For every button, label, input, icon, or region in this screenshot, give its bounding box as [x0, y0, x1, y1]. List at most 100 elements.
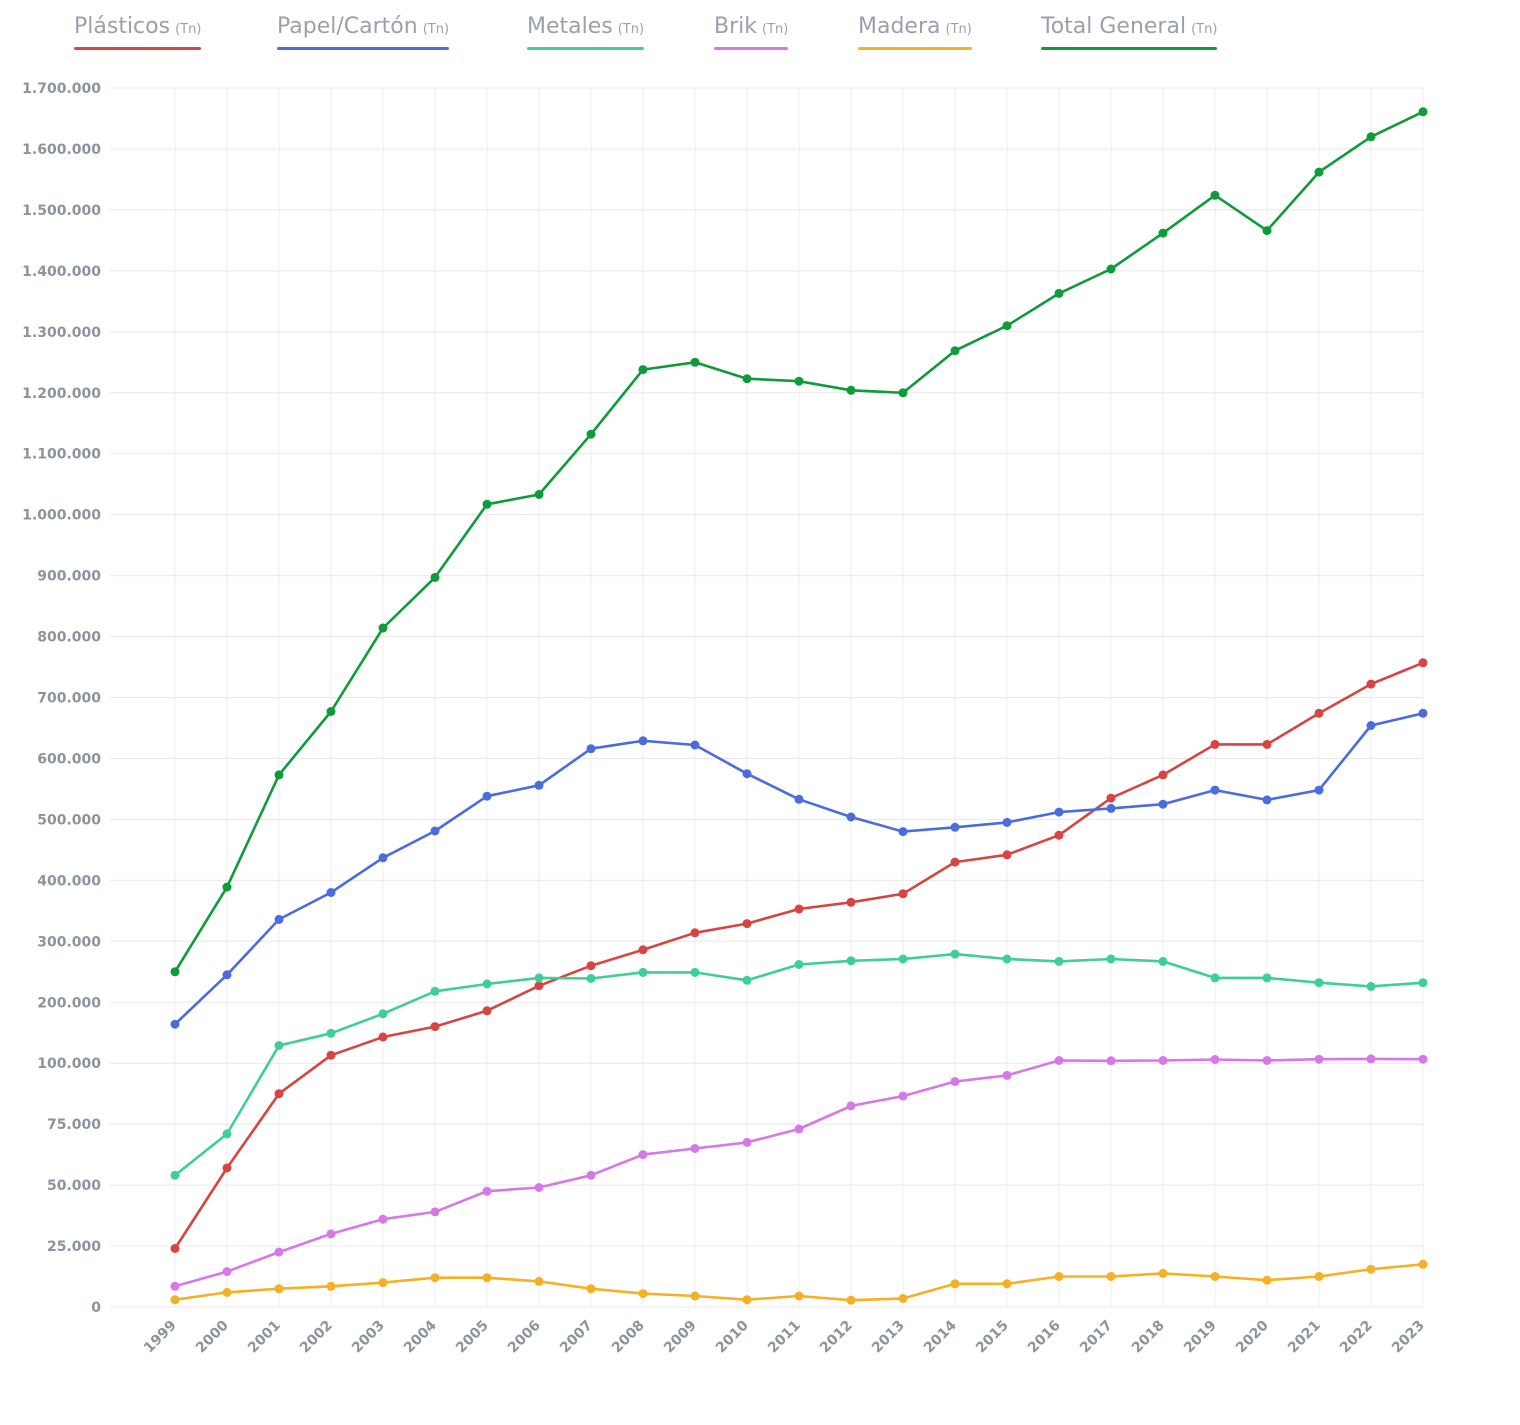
- data-point[interactable]: [950, 1279, 960, 1289]
- data-point[interactable]: [482, 1006, 492, 1016]
- data-point[interactable]: [1314, 1272, 1324, 1281]
- data-point[interactable]: [586, 961, 596, 971]
- data-point[interactable]: [1418, 708, 1428, 718]
- data-point[interactable]: [742, 374, 752, 384]
- legend-item-5[interactable]: Total General (Tn): [1041, 14, 1218, 50]
- data-point[interactable]: [690, 740, 700, 750]
- data-point[interactable]: [1054, 1056, 1064, 1065]
- data-point[interactable]: [534, 780, 544, 790]
- data-point[interactable]: [170, 967, 180, 977]
- data-point[interactable]: [274, 914, 284, 924]
- data-point[interactable]: [1054, 1272, 1064, 1281]
- data-point[interactable]: [482, 1186, 492, 1196]
- data-point[interactable]: [1158, 1056, 1168, 1065]
- data-point[interactable]: [1002, 1279, 1012, 1289]
- data-point[interactable]: [1210, 973, 1220, 983]
- data-point[interactable]: [1366, 721, 1376, 730]
- data-point[interactable]: [690, 967, 700, 977]
- data-point[interactable]: [1418, 1054, 1428, 1064]
- data-point[interactable]: [742, 1295, 752, 1305]
- data-point[interactable]: [170, 1281, 180, 1291]
- data-point[interactable]: [950, 822, 960, 832]
- data-point[interactable]: [430, 572, 440, 582]
- data-point[interactable]: [222, 882, 232, 892]
- data-point[interactable]: [1002, 1070, 1012, 1080]
- data-point[interactable]: [170, 1170, 180, 1180]
- data-point[interactable]: [690, 357, 700, 367]
- data-point[interactable]: [846, 956, 856, 966]
- data-point[interactable]: [326, 888, 336, 897]
- data-point[interactable]: [1106, 264, 1116, 274]
- data-point[interactable]: [1158, 956, 1168, 966]
- data-point[interactable]: [1366, 679, 1376, 689]
- data-point[interactable]: [326, 1028, 336, 1038]
- data-point[interactable]: [742, 975, 752, 985]
- data-point[interactable]: [1314, 167, 1324, 177]
- data-point[interactable]: [846, 385, 856, 395]
- data-point[interactable]: [1418, 658, 1428, 668]
- data-point[interactable]: [638, 1150, 648, 1160]
- data-point[interactable]: [430, 1207, 440, 1217]
- data-point[interactable]: [898, 954, 908, 964]
- data-point[interactable]: [534, 981, 544, 991]
- data-point[interactable]: [1002, 954, 1012, 964]
- data-point[interactable]: [430, 986, 440, 996]
- data-point[interactable]: [1054, 956, 1064, 966]
- data-point[interactable]: [742, 1137, 752, 1147]
- data-point[interactable]: [950, 346, 960, 356]
- data-point[interactable]: [1262, 739, 1272, 749]
- data-point[interactable]: [274, 1041, 284, 1050]
- data-point[interactable]: [222, 970, 232, 980]
- data-point[interactable]: [794, 376, 804, 386]
- data-point[interactable]: [586, 1284, 596, 1294]
- data-point[interactable]: [222, 1267, 232, 1277]
- data-point[interactable]: [274, 1089, 284, 1099]
- data-point[interactable]: [638, 365, 648, 375]
- data-point[interactable]: [1106, 793, 1116, 803]
- data-point[interactable]: [222, 1163, 232, 1173]
- data-point[interactable]: [222, 1287, 232, 1297]
- data-point[interactable]: [482, 791, 492, 801]
- data-point[interactable]: [638, 967, 648, 977]
- data-point[interactable]: [1002, 321, 1012, 331]
- data-point[interactable]: [534, 1276, 544, 1286]
- data-point[interactable]: [794, 904, 804, 914]
- data-point[interactable]: [430, 826, 440, 836]
- data-point[interactable]: [1262, 973, 1272, 983]
- data-point[interactable]: [846, 1295, 856, 1305]
- data-point[interactable]: [1158, 799, 1168, 809]
- data-point[interactable]: [950, 1077, 960, 1086]
- data-point[interactable]: [1366, 981, 1376, 991]
- data-point[interactable]: [690, 928, 700, 938]
- data-point[interactable]: [274, 1247, 284, 1257]
- data-point[interactable]: [950, 949, 960, 959]
- data-point[interactable]: [794, 960, 804, 969]
- data-point[interactable]: [326, 707, 336, 716]
- legend-item-1[interactable]: Papel/Cartón (Tn): [277, 14, 450, 50]
- data-point[interactable]: [534, 1183, 544, 1192]
- data-point[interactable]: [170, 1244, 180, 1253]
- data-point[interactable]: [1054, 288, 1064, 298]
- data-point[interactable]: [846, 812, 856, 822]
- data-point[interactable]: [378, 1278, 388, 1288]
- data-point[interactable]: [1106, 1272, 1116, 1281]
- data-point[interactable]: [1262, 226, 1272, 236]
- data-point[interactable]: [1314, 785, 1324, 795]
- data-point[interactable]: [378, 853, 388, 863]
- data-point[interactable]: [950, 857, 960, 867]
- data-point[interactable]: [170, 1019, 180, 1029]
- data-point[interactable]: [1106, 954, 1116, 964]
- legend-item-3[interactable]: Brik (Tn): [714, 14, 789, 50]
- data-point[interactable]: [170, 1295, 180, 1305]
- data-point[interactable]: [1210, 1272, 1220, 1281]
- data-point[interactable]: [1262, 1275, 1272, 1285]
- data-point[interactable]: [690, 1291, 700, 1301]
- data-point[interactable]: [1366, 1054, 1376, 1064]
- legend-item-4[interactable]: Madera (Tn): [858, 14, 972, 50]
- data-point[interactable]: [846, 1101, 856, 1111]
- data-point[interactable]: [1262, 1056, 1272, 1065]
- data-point[interactable]: [1418, 978, 1428, 988]
- data-point[interactable]: [586, 974, 596, 983]
- data-point[interactable]: [534, 490, 544, 499]
- data-point[interactable]: [1106, 1056, 1116, 1066]
